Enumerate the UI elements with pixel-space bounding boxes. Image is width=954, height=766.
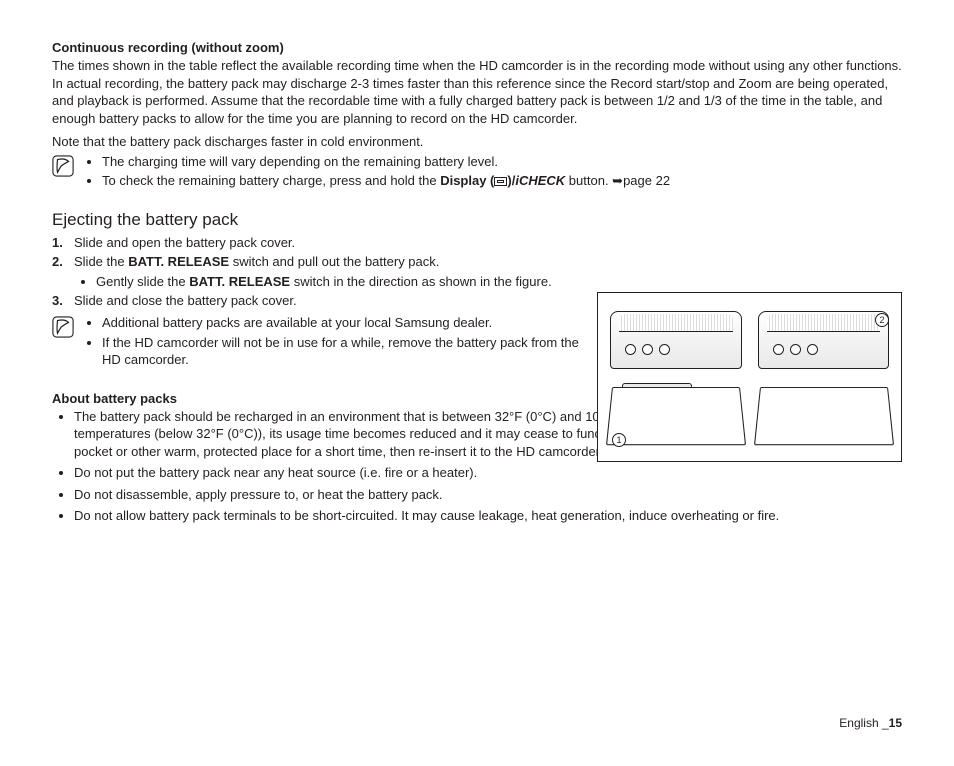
eject-section: Ejecting the battery pack Slide and open… xyxy=(52,210,592,371)
note1-list: The charging time will vary depending on… xyxy=(80,153,670,192)
note2-item-2: If the HD camcorder will not be in use f… xyxy=(102,334,592,369)
callout-2: 2 xyxy=(875,313,889,327)
note1-item-2: To check the remaining battery charge, p… xyxy=(102,172,670,190)
page-footer: English _15 xyxy=(839,716,902,730)
cr-paragraph: The times shown in the table reflect the… xyxy=(52,57,902,127)
battery-door xyxy=(753,387,893,445)
step-3: Slide and close the battery pack cover. xyxy=(74,292,592,310)
battery-door xyxy=(606,387,746,445)
eject-title: Ejecting the battery pack xyxy=(52,210,592,230)
continuous-recording-section: Continuous recording (without zoom) The … xyxy=(52,40,902,151)
port-icon xyxy=(790,344,801,355)
cam-grip xyxy=(767,314,881,332)
manual-page: Continuous recording (without zoom) The … xyxy=(0,0,954,766)
step-1: Slide and open the battery pack cover. xyxy=(74,234,592,252)
cam-grip xyxy=(619,314,733,332)
port-icon xyxy=(642,344,653,355)
camcorder-right: 2 xyxy=(754,301,894,453)
display-icon xyxy=(494,177,507,186)
cr-heading: Continuous recording (without zoom) xyxy=(52,40,902,55)
note1-item-1: The charging time will vary depending on… xyxy=(102,153,670,171)
cam-body xyxy=(610,311,742,369)
eject-steps: Slide and open the battery pack cover. S… xyxy=(52,234,592,310)
note-icon xyxy=(52,316,74,338)
figure-row: 1 2 xyxy=(606,301,893,453)
step-2-sub: Gently slide the BATT. RELEASE switch in… xyxy=(74,273,592,291)
port-icon xyxy=(807,344,818,355)
about-item-4: Do not allow battery pack terminals to b… xyxy=(74,507,902,525)
note2-list: Additional battery packs are available a… xyxy=(80,314,592,371)
step-2-sub-item: Gently slide the BATT. RELEASE switch in… xyxy=(96,273,592,291)
note2-item-1: Additional battery packs are available a… xyxy=(102,314,592,332)
camcorder-left: 1 xyxy=(606,301,746,453)
callout-1: 1 xyxy=(612,433,626,447)
cam-ports xyxy=(625,344,670,355)
note-block-1: The charging time will vary depending on… xyxy=(52,153,902,192)
arrow-right-icon: ➥ xyxy=(612,172,623,190)
about-item-2: Do not put the battery pack near any hea… xyxy=(74,464,902,482)
footer-lang: English _ xyxy=(839,716,888,730)
cr-note: Note that the battery pack discharges fa… xyxy=(52,133,902,151)
port-icon xyxy=(625,344,636,355)
cam-body xyxy=(758,311,890,369)
note-block-2: Additional battery packs are available a… xyxy=(52,314,592,371)
note-icon xyxy=(52,155,74,177)
step-2: Slide the BATT. RELEASE switch and pull … xyxy=(74,253,592,290)
battery-eject-figure: 1 2 xyxy=(597,292,902,462)
footer-page-number: 15 xyxy=(889,716,902,730)
port-icon xyxy=(659,344,670,355)
cam-ports xyxy=(773,344,818,355)
port-icon xyxy=(773,344,784,355)
about-item-3: Do not disassemble, apply pressure to, o… xyxy=(74,486,902,504)
